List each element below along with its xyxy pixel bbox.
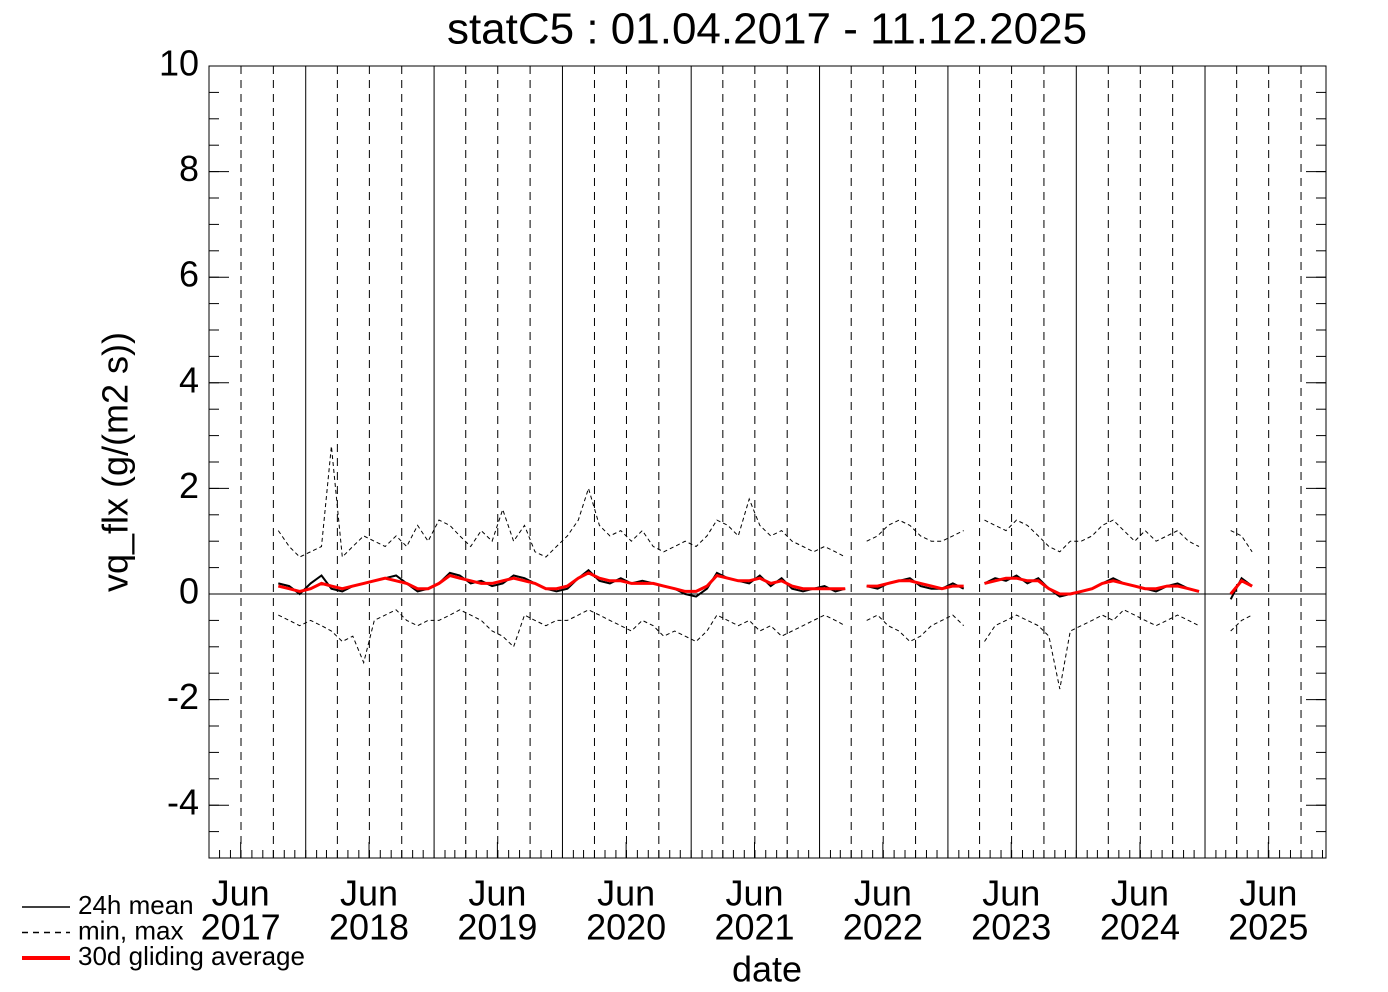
x-tick-label: Jun: [854, 873, 912, 914]
max-line: [277, 446, 1253, 559]
y-tick-label: 0: [179, 571, 199, 612]
plot-frame: [208, 65, 1327, 859]
y-tick-label: 10: [159, 43, 199, 84]
chart-title: statC5 : 01.04.2017 - 11.12.2025: [447, 5, 1087, 54]
x-tick-label: Jun: [468, 873, 526, 914]
y-tick-label: 8: [179, 148, 199, 189]
x-tick-label: 2019: [457, 907, 537, 948]
y-tick-label: -2: [167, 676, 199, 717]
x-tick-label: 2021: [714, 907, 794, 948]
x-axis-label: date: [732, 949, 802, 990]
x-tick-label: 2018: [329, 907, 409, 948]
x-tick-label: Jun: [725, 873, 783, 914]
min-line: [278, 609, 1253, 690]
y-tick-label: -4: [167, 782, 199, 823]
gliding-line: [277, 571, 1253, 596]
legend-label: 24h mean: [78, 890, 194, 920]
x-tick-label: Jun: [212, 873, 270, 914]
x-tick-label: 2022: [843, 907, 923, 948]
y-tick-label: 6: [179, 254, 199, 295]
x-tick-label: 2024: [1100, 907, 1180, 948]
x-tick-label: 2023: [971, 907, 1051, 948]
x-tick-label: Jun: [1111, 873, 1169, 914]
x-tick-label: Jun: [340, 873, 398, 914]
x-tick-label: 2025: [1228, 907, 1308, 948]
x-tick-label: 2020: [586, 907, 666, 948]
y-tick-label: 2: [179, 465, 199, 506]
legend-label: 30d gliding average: [78, 941, 305, 971]
y-tick-label: 4: [179, 359, 199, 400]
x-tick-label: Jun: [982, 873, 1040, 914]
x-tick-label: Jun: [1239, 873, 1297, 914]
y-axis-label: vq_flx (g/(m2 s)): [95, 332, 136, 592]
mean-line: [278, 568, 1253, 600]
x-tick-label: 2017: [201, 907, 281, 948]
legend-label: min, max: [78, 915, 183, 945]
x-tick-label: Jun: [597, 873, 655, 914]
